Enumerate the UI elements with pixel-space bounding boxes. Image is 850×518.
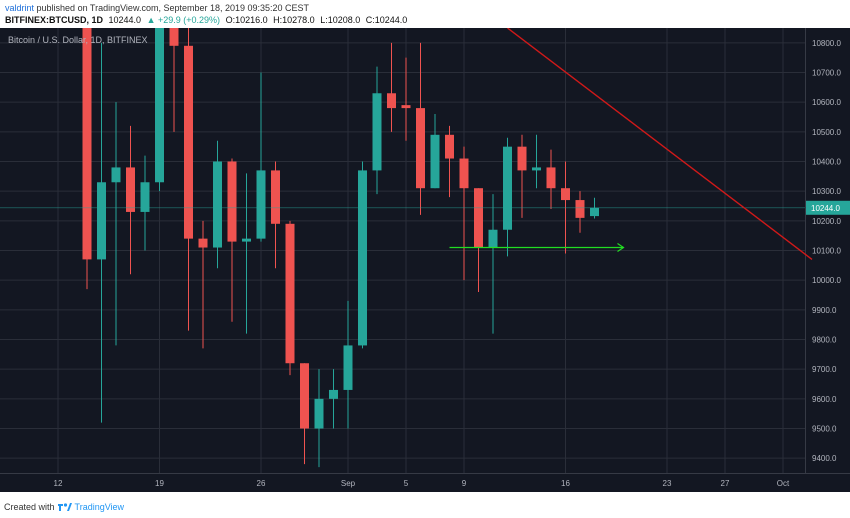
candlestick-chart[interactable]: 9400.0 9500.0 9600.0 9700.0 9800.0 9900.0 1000…	[0, 28, 850, 492]
candle-body-down	[401, 105, 411, 109]
y-tick-label: 10500.0	[812, 128, 841, 137]
candle-body-up	[97, 182, 106, 260]
last-price-label: 10244.0	[811, 204, 840, 213]
y-tick-label: 9800.0	[812, 336, 837, 345]
candle-body-up	[256, 170, 266, 239]
footer: Created with TradingView	[4, 500, 124, 514]
x-tick-label: 19	[155, 479, 164, 488]
candle-body-down	[445, 134, 454, 159]
publish-text: published on TradingView.com, September …	[36, 3, 310, 13]
y-tick-label: 9600.0	[812, 395, 837, 404]
x-tick-label: 9	[462, 479, 467, 488]
candle-body-up	[488, 229, 498, 248]
low-value: L:10208.0	[320, 15, 361, 25]
candle-body-up	[111, 167, 121, 183]
candle-body-down	[169, 28, 179, 46]
candle-body-up	[329, 389, 338, 399]
candle-body-down	[387, 93, 396, 109]
y-tick-label: 10800.0	[812, 39, 841, 48]
candle-body-down	[561, 188, 570, 201]
candle-body-down	[546, 167, 556, 189]
candle-body-up	[358, 170, 367, 346]
y-tick-label: 9700.0	[812, 365, 837, 374]
tradingview-brand[interactable]: TradingView	[74, 502, 125, 512]
candle-body-up	[155, 28, 164, 183]
high-value: H:10278.0	[273, 15, 315, 25]
candle-body-up	[140, 182, 150, 212]
author-name[interactable]: valdrint	[5, 3, 35, 13]
candle-body-up	[503, 146, 512, 230]
x-tick-label: 12	[54, 479, 63, 488]
y-tick-label: 9500.0	[812, 425, 837, 434]
tradingview-logo-icon	[57, 503, 72, 511]
y-tick-label: 10300.0	[812, 187, 841, 196]
candle-body-up	[372, 93, 382, 171]
ohlc-legend: BITFINEX:BTCUSD, 1D 10244.0 ▲ +29.9 (+0.…	[5, 14, 410, 26]
x-tick-label: 16	[561, 479, 570, 488]
y-tick-label: 10100.0	[812, 247, 841, 256]
candle-body-up	[242, 238, 251, 242]
chart-title: Bitcoin / U.S. Dollar, 1D, BITFINEX	[8, 35, 148, 45]
candle-body-down	[474, 188, 483, 248]
support-arrow-head	[617, 243, 625, 253]
candle-body-down	[126, 167, 135, 212]
candle-body-down	[198, 238, 208, 248]
publish-info: valdrint published on TradingView.com, S…	[5, 2, 309, 14]
candle-body-down	[517, 146, 527, 171]
x-tick-label: 27	[721, 479, 730, 488]
open-value: O:10216.0	[225, 15, 268, 25]
symbol-label: BITFINEX:BTCUSD, 1D	[5, 15, 104, 25]
chart-area[interactable]: 9400.0 9500.0 9600.0 9700.0 9800.0 9900.0 1000…	[0, 28, 850, 492]
x-tick-label: Oct	[777, 479, 790, 488]
x-tick-label: 23	[663, 479, 672, 488]
candle-body-down	[82, 28, 92, 260]
y-tick-label: 10400.0	[812, 158, 841, 167]
candle-body-down	[300, 363, 309, 429]
candle-body-down	[184, 45, 193, 239]
x-tick-label: 26	[257, 479, 266, 488]
last-price-badge	[806, 200, 850, 215]
y-tick-label: 10200.0	[812, 217, 841, 226]
y-tick-label: 10700.0	[812, 69, 841, 78]
candle-body-up	[532, 167, 541, 171]
candle-body-up	[430, 134, 440, 189]
candle-body-down	[227, 161, 237, 242]
candle-body-down	[271, 170, 280, 224]
candle-body-up	[343, 345, 353, 390]
candle-body-up	[314, 398, 324, 429]
last-price: 10244.0	[108, 15, 142, 25]
price-change: ▲ +29.9 (+0.29%)	[146, 15, 221, 25]
y-tick-label: 9400.0	[812, 454, 837, 463]
candle-body-down	[416, 108, 425, 189]
close-value: C:10244.0	[365, 15, 408, 25]
candle-body-down	[285, 223, 295, 364]
candle-body-down	[575, 200, 585, 218]
x-tick-label: 5	[404, 479, 409, 488]
candle-body-up	[590, 207, 599, 217]
y-tick-label: 9900.0	[812, 306, 837, 315]
y-tick-label: 10600.0	[812, 98, 841, 107]
candle-body-down	[459, 158, 469, 189]
created-with-text: Created with	[4, 502, 55, 512]
candle-body-up	[213, 161, 222, 248]
x-tick-label: Sep	[341, 479, 356, 488]
y-tick-label: 10000.0	[812, 276, 841, 285]
resistance-trendline	[507, 28, 813, 260]
